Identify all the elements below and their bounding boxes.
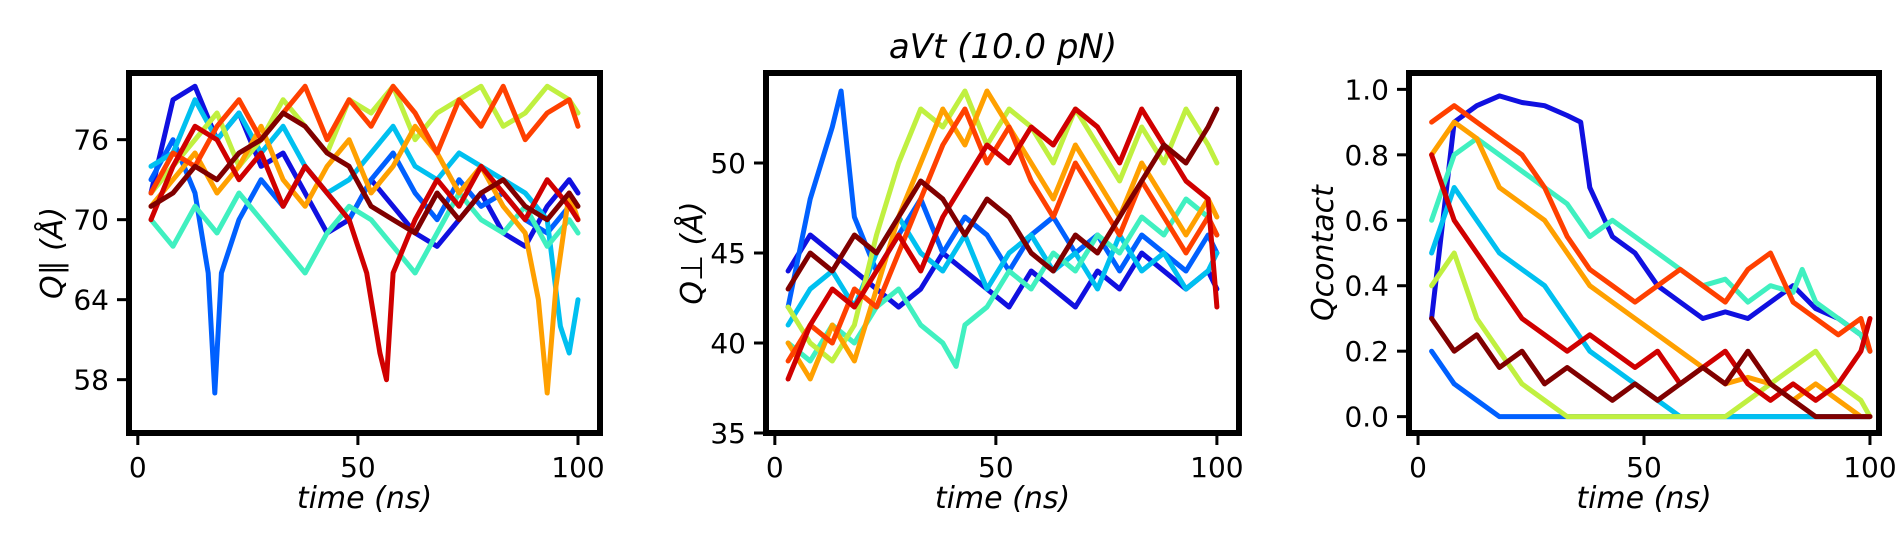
series-line-9	[1429, 316, 1873, 420]
figure-title: aVt (10.0 pN)	[889, 27, 1117, 67]
panel-perpendicular-extension: 0 50 100 35 40 45 50 time (ns) Q⊥ (Å)	[674, 70, 1244, 516]
series-line-4	[785, 196, 1220, 369]
axes-frame	[763, 70, 1242, 436]
series-layer	[148, 83, 581, 396]
y-tick-label: 50	[710, 147, 746, 180]
x-axis-label: time (ns)	[1576, 481, 1711, 516]
x-axis-label: time (ns)	[935, 481, 1070, 516]
x-tick-label: 100	[1190, 451, 1243, 484]
x-axis-label: time (ns)	[297, 481, 432, 516]
y-tick-label: 58	[73, 364, 109, 397]
y-tick-label: 0.6	[1344, 204, 1389, 237]
series-line-7	[148, 83, 581, 196]
x-tick-label: 0	[766, 451, 784, 484]
y-tick-label: 35	[710, 417, 746, 450]
y-tick-label: 0.0	[1344, 401, 1389, 434]
series-line-6	[148, 123, 581, 396]
series-line-8	[1429, 152, 1873, 403]
series-line-9	[785, 106, 1220, 292]
y-tick-label: 0.2	[1344, 335, 1389, 368]
series-line-3	[1429, 185, 1873, 420]
x-tick-label: 50	[340, 451, 376, 484]
panel-contact-fraction: 0 50 100 0.0 0.2 0.4 0.6 0.8 1.0 time (ns) Qcont…	[1306, 70, 1897, 516]
ticks-layer: 0 50 100 58 64 70 76	[73, 124, 604, 484]
x-tick-label: 100	[551, 451, 604, 484]
axes-frame	[126, 70, 603, 436]
x-tick-label: 0	[1409, 451, 1427, 484]
series-line-1	[1429, 93, 1873, 354]
y-tick-label: 45	[710, 237, 746, 270]
ticks-layer: 0 50 100 35 40 45 50	[710, 147, 1243, 484]
series-line-8	[785, 106, 1220, 382]
y-axis-label: Q∥ (Å)	[34, 207, 70, 299]
ticks-layer: 0 50 100 0.0 0.2 0.4 0.6 0.8 1.0	[1344, 73, 1896, 484]
series-line-8	[148, 123, 581, 383]
y-tick-label: 0.8	[1344, 139, 1389, 172]
series-line-7	[1429, 103, 1873, 354]
series-line-6	[1429, 119, 1873, 420]
series-line-3	[148, 97, 581, 356]
y-tick-label: 0.4	[1344, 270, 1389, 303]
x-tick-label: 100	[1843, 451, 1896, 484]
y-axis-label: Qcontact	[1306, 184, 1341, 321]
series-line-2	[785, 88, 1220, 310]
y-tick-label: 1.0	[1344, 73, 1389, 106]
series-layer	[785, 88, 1220, 382]
y-tick-label: 40	[710, 327, 746, 360]
series-line-4	[148, 190, 581, 276]
y-tick-label: 70	[73, 204, 109, 237]
panel-parallel-extension: 0 50 100 58 64 70 76 time (ns) Q∥ (Å)	[34, 70, 605, 516]
x-tick-label: 50	[1626, 451, 1662, 484]
x-tick-label: 50	[978, 451, 1014, 484]
y-axis-label: Q⊥ (Å)	[674, 201, 710, 304]
x-tick-label: 0	[129, 451, 147, 484]
y-tick-label: 64	[73, 284, 109, 317]
series-layer	[1429, 93, 1873, 420]
series-line-9	[148, 110, 581, 236]
series-line-4	[1429, 136, 1873, 354]
series-line-1	[785, 232, 1220, 310]
y-tick-label: 76	[73, 124, 109, 157]
